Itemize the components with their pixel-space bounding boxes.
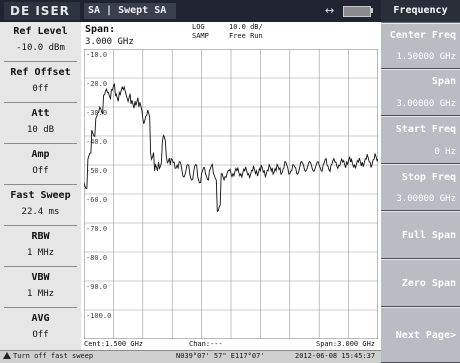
param-label: Att	[31, 108, 50, 119]
param-label: Fast Sweep	[10, 190, 71, 201]
param-att[interactable]: Att 10 dB	[0, 104, 81, 135]
softkey-value: 0 Hz	[434, 147, 456, 157]
top-bar: DE ISER SA | Swept SA ↔	[0, 0, 381, 22]
softkey-full-span[interactable]: Full Span	[381, 211, 460, 259]
param-label: Ref Offset	[10, 67, 71, 78]
span-value: 3.000 GHz	[85, 37, 134, 47]
span-readout: Span:3.000 GHz	[316, 340, 376, 348]
param-rbw[interactable]: RBW 1 MHz	[0, 227, 81, 258]
mode-indicator[interactable]: SA | Swept SA	[84, 3, 176, 19]
softkey-next-page[interactable]: Next Page>	[381, 307, 460, 363]
softkey-label: Zero Span	[401, 278, 456, 289]
softkey-label: Center Freq	[389, 30, 456, 41]
status-message: Turn off fast sweep	[3, 352, 93, 360]
spectrum-plot[interactable]: -10.0 -20.0 -30.0 -40.0 -50.0 -60.0 -70.0 -80.0…	[84, 49, 378, 339]
y-tick-label: -90.0	[86, 283, 107, 291]
param-value: 1 MHz	[26, 289, 55, 299]
param-fast-sweep[interactable]: Fast Sweep 22.4 ms	[0, 186, 81, 217]
battery-icon	[343, 6, 371, 17]
usb-icon: ↔	[325, 4, 335, 17]
clock-readout: 2012-06-08 15:45:37	[295, 352, 376, 360]
detector-mode: SAMP	[192, 32, 209, 40]
param-label: VBW	[31, 272, 50, 283]
y-tick-label: -100.0	[86, 312, 111, 320]
param-value: -10.0 dBm	[16, 43, 65, 53]
y-tick-label: -30.0	[86, 109, 107, 117]
y-tick-label: -60.0	[86, 196, 107, 204]
channel-readout: Chan:---	[189, 340, 223, 348]
center-frequency-readout: Cent:1.500 GHz	[84, 340, 144, 348]
menu-title: Frequency	[381, 0, 460, 22]
y-tick-label: -20.0	[86, 80, 107, 88]
plot-grid	[84, 49, 378, 339]
softkey-value: 3.00000 GHz	[396, 99, 456, 109]
battery-tip	[370, 8, 373, 13]
param-value: Off	[32, 330, 49, 340]
softkey-stop-freq[interactable]: Stop Freq 3.00000 GHz	[381, 164, 460, 211]
spectrum-display: Span: 3.000 GHz LOG SAMP 10.0 dB/ Free R…	[81, 22, 381, 350]
y-axis-labels: -10.0 -20.0 -30.0 -40.0 -50.0 -60.0 -70.0 -80.0…	[86, 51, 111, 320]
softkey-zero-span[interactable]: Zero Span	[381, 259, 460, 307]
trigger-mode: Free Run	[229, 32, 263, 40]
status-bar: Turn off fast sweep N039°07' 57" E117°07…	[0, 350, 381, 363]
param-vbw[interactable]: VBW 1 MHz	[0, 268, 81, 299]
param-label: Ref Level	[13, 26, 68, 37]
divider	[4, 61, 77, 62]
warning-icon	[3, 352, 11, 359]
y-tick-label: -70.0	[86, 225, 107, 233]
y-tick-label: -40.0	[86, 138, 107, 146]
softkey-label: Next Page>	[395, 330, 456, 341]
softkey-label: Full Span	[401, 230, 456, 241]
softkey-value: 3.00000 GHz	[396, 194, 456, 204]
param-avg[interactable]: AVG Off	[0, 309, 81, 340]
softkey-value: 1.50000 GHz	[396, 52, 456, 62]
spectrum-trace	[84, 83, 378, 213]
brand-logo: DE ISER	[4, 2, 80, 20]
param-ref-offset[interactable]: Ref Offset 0ff	[0, 63, 81, 94]
divider	[4, 143, 77, 144]
param-amp[interactable]: Amp Off	[0, 145, 81, 176]
softkey-center-freq[interactable]: Center Freq 1.50000 GHz	[381, 23, 460, 69]
divider	[4, 225, 77, 226]
scale-division: 10.0 dB/	[229, 23, 263, 31]
divider	[4, 266, 77, 267]
softkey-span[interactable]: Span 3.00000 GHz	[381, 69, 460, 116]
param-ref-level[interactable]: Ref Level -10.0 dBm	[0, 22, 81, 53]
divider	[4, 307, 77, 308]
y-tick-label: -50.0	[86, 167, 107, 175]
status-text: Turn off fast sweep	[13, 352, 94, 360]
divider	[4, 102, 77, 103]
softkey-label: Span	[431, 76, 456, 87]
scale-type: LOG	[192, 23, 205, 31]
param-value: 22.4 ms	[21, 207, 60, 217]
softkey-label: Stop Freq	[401, 172, 456, 183]
param-label: AVG	[31, 313, 50, 324]
softkey-label: Start Freq	[395, 124, 456, 135]
left-parameter-panel: Ref Level -10.0 dBm Ref Offset 0ff Att 1…	[0, 22, 82, 350]
softkey-panel: Frequency Center Freq 1.50000 GHz Span 3…	[381, 0, 460, 363]
softkey-start-freq[interactable]: Start Freq 0 Hz	[381, 116, 460, 164]
param-value: 1 MHz	[26, 248, 55, 258]
y-tick-label: -80.0	[86, 254, 107, 262]
span-label: Span:	[85, 24, 116, 35]
param-label: Amp	[31, 149, 50, 160]
param-label: RBW	[31, 231, 50, 242]
y-tick-label: -10.0	[86, 51, 107, 59]
param-value: 10 dB	[26, 125, 55, 135]
divider	[4, 184, 77, 185]
param-value: Off	[32, 166, 49, 176]
param-value: 0ff	[32, 84, 49, 94]
gps-readout: N039°07' 57" E117°07'	[176, 352, 265, 360]
